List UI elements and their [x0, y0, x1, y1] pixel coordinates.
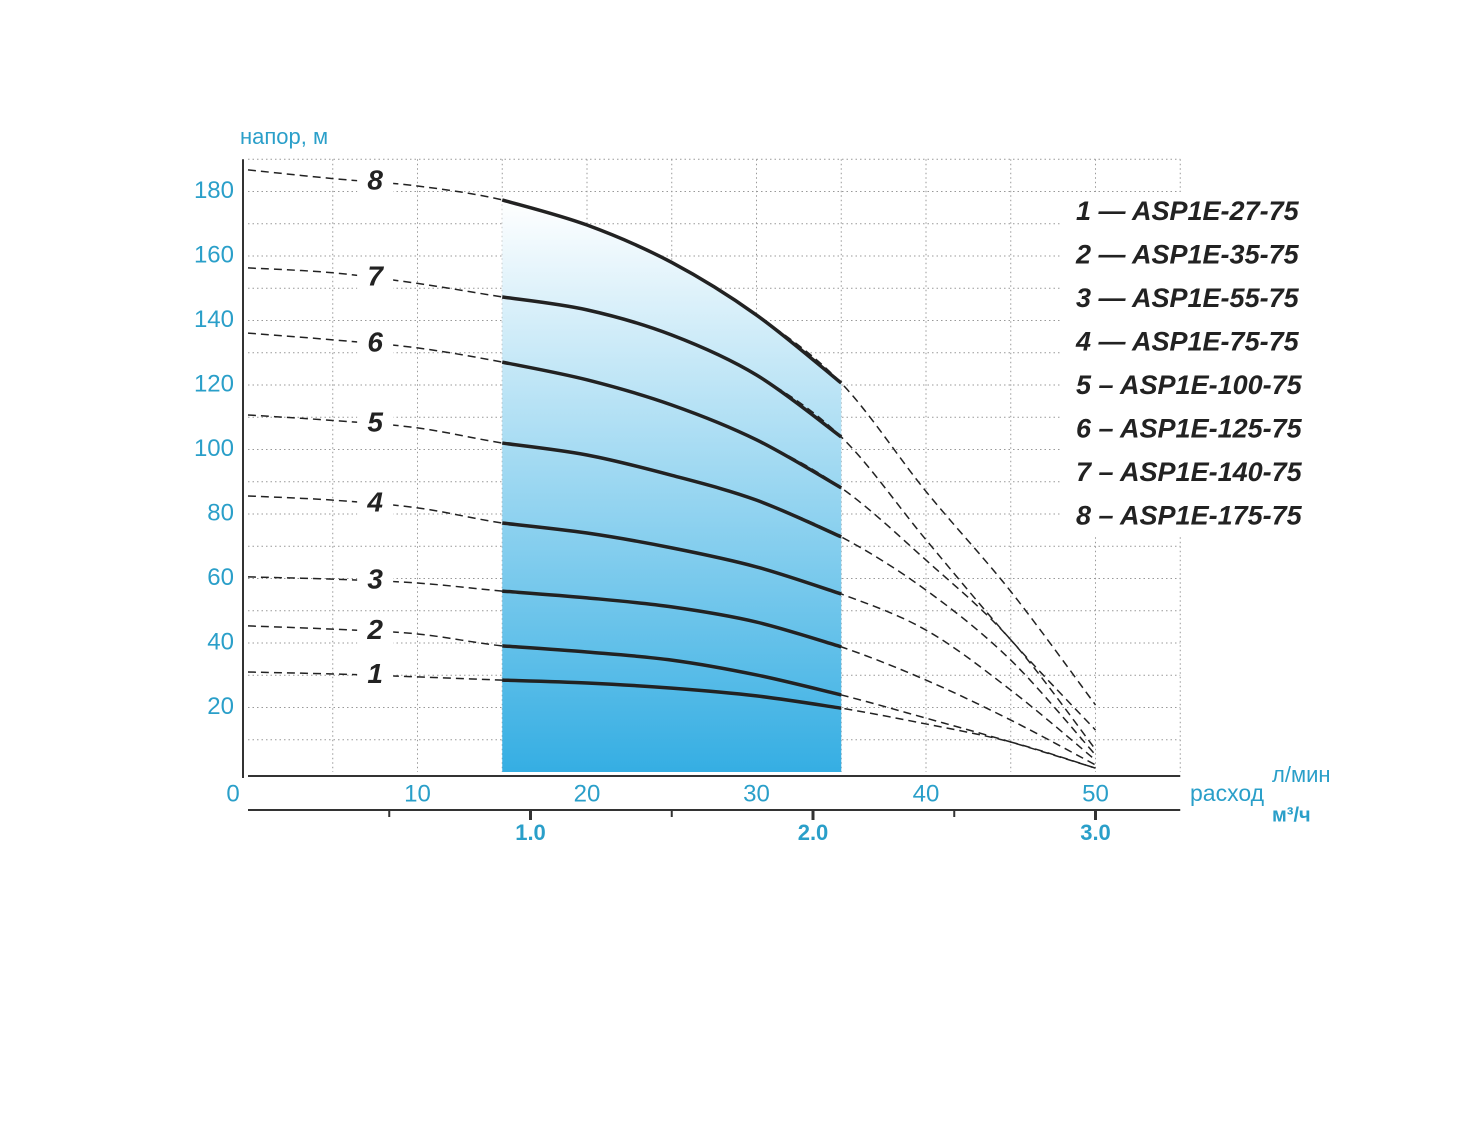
curve-dashed: [247, 414, 1097, 756]
y-axis-label: напор, м: [240, 124, 328, 149]
curve-label: 4: [366, 486, 383, 517]
y-tick-label: 120: [194, 370, 234, 397]
x-tick-label: 20: [574, 780, 601, 807]
curve-label: 2: [366, 614, 383, 645]
working-range: [502, 199, 842, 772]
y-tick-label: 20: [207, 693, 234, 720]
curve-label-background: [357, 615, 394, 646]
legend-entry: 8 – ASP1E-175-75: [1076, 501, 1303, 531]
y-tick-label: 40: [207, 628, 234, 655]
curve-label: 5: [367, 407, 383, 438]
curve-label-background: [357, 659, 394, 690]
x-tick-label: 30: [743, 780, 770, 807]
legend-entry: 3 — ASP1E-55-75: [1076, 283, 1300, 313]
y-tick-label: 100: [194, 435, 234, 462]
curve-label: 8: [367, 165, 383, 196]
curve-working: [501, 360, 843, 490]
y-tick-label: 180: [194, 177, 234, 204]
x-tick-label: 40: [913, 780, 940, 807]
curve-dashed: [247, 495, 1096, 761]
curve-label-background: [357, 488, 394, 519]
legend-entry: 1 — ASP1E-27-75: [1076, 196, 1300, 226]
curve-label-background: [357, 166, 394, 197]
curve-label: 7: [367, 260, 384, 291]
y-tick-label: 140: [194, 306, 234, 333]
curve-label-background: [357, 408, 394, 439]
x-axis-label: расход: [1190, 780, 1265, 806]
legend-entry: 5 – ASP1E-100-75: [1076, 370, 1303, 400]
curve-dashed: [247, 332, 1097, 750]
legend-background: [1060, 192, 1335, 537]
legend-entry: 6 – ASP1E-125-75: [1076, 414, 1303, 444]
curve-working: [501, 198, 843, 385]
curve-label-background: [357, 565, 394, 596]
x-tick-label: 50: [1082, 780, 1109, 807]
curve-working: [502, 589, 842, 649]
y-tick-label: 80: [207, 499, 234, 526]
curve-label: 3: [367, 563, 383, 594]
x-axis-unit: л/мин: [1272, 762, 1331, 787]
x-tick-label: 10: [404, 780, 431, 807]
y-tick-label: 160: [194, 241, 234, 268]
x2-tick-label: 1.0: [515, 820, 546, 845]
x2-tick-label: 2.0: [798, 820, 829, 845]
x2-axis-unit: м³/ч: [1272, 804, 1311, 826]
curve-working: [502, 521, 842, 596]
curve-label-background: [357, 262, 394, 293]
x2-tick-label: 3.0: [1080, 820, 1111, 845]
curve-working: [501, 295, 843, 439]
legend-entry: 7 – ASP1E-140-75: [1076, 457, 1303, 487]
legend-entry: 2 — ASP1E-35-75: [1075, 240, 1300, 270]
x-tick-label: 0: [226, 780, 239, 807]
y-tick-label: 60: [207, 564, 234, 591]
curve-working: [502, 441, 842, 539]
curve-label: 6: [367, 326, 383, 357]
curve-working: [502, 678, 842, 710]
curve-label-background: [357, 327, 394, 358]
curve-working: [502, 644, 842, 697]
curve-label: 1: [367, 658, 383, 689]
legend-entry: 4 — ASP1E-75-75: [1075, 327, 1300, 357]
